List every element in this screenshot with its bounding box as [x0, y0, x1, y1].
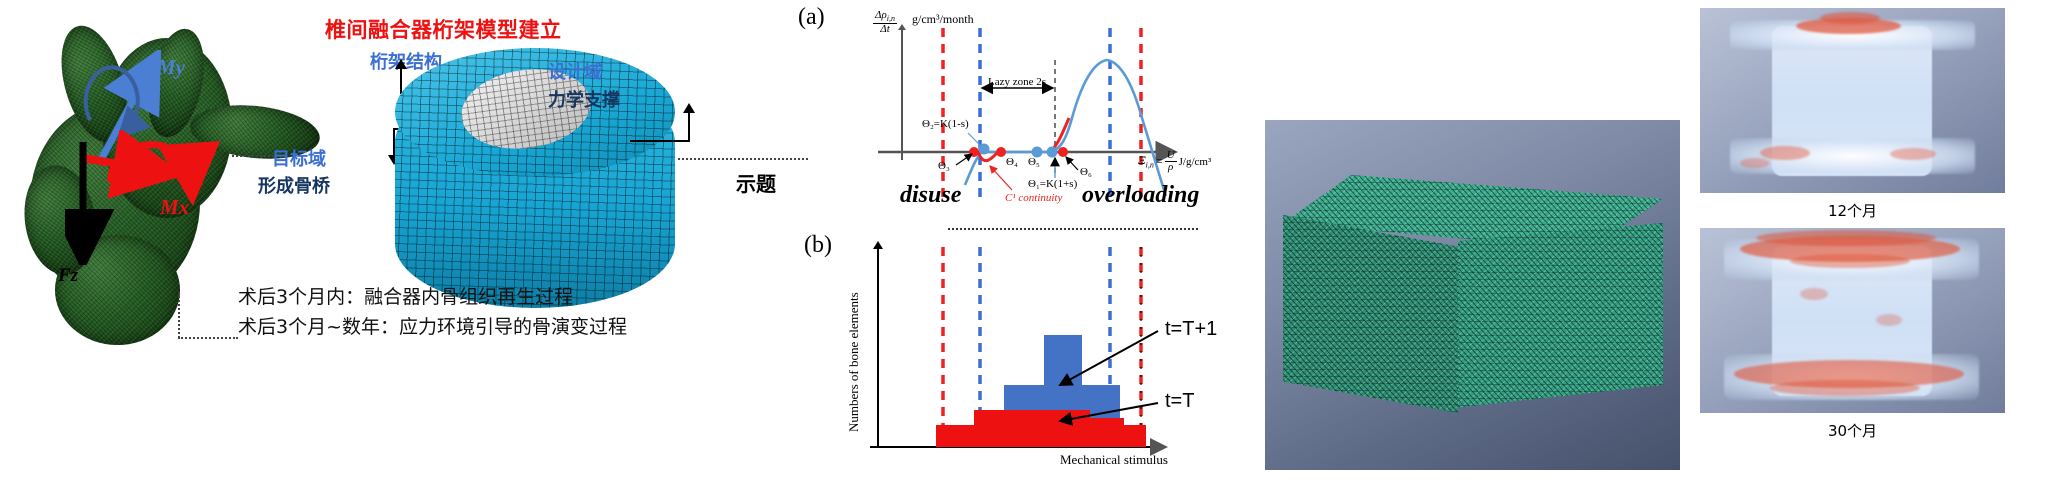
annotation-theta2: Θ₂=K(1-s) [922, 118, 969, 130]
annotation-t-T-plus-1: t=T+1 [1165, 318, 1218, 340]
density-30-months-caption: 30个月 [1827, 422, 1878, 440]
cube-mesh [1283, 175, 1663, 460]
xlabel-units: J/g/cm³ [1178, 155, 1212, 168]
dotted-link-right [678, 158, 808, 160]
note-line-2: 术后3个月~数年：应力环境引导的骨演变过程 [238, 316, 628, 338]
annotation-overloading: overloading [1082, 182, 1200, 208]
moment-mx-arrow [82, 130, 221, 206]
point-label-theta6: Θ₆ [1080, 166, 1092, 178]
connector-design-line [630, 140, 690, 142]
panel-letter-a: (a) [798, 4, 825, 30]
interbody-cage-model [395, 48, 695, 358]
annotation-lazy-zone: Lazy zone 2s [988, 76, 1047, 88]
point-label-theta4: Θ₄ [1006, 156, 1018, 168]
dotted-link-vert [178, 292, 180, 338]
chart-separator [948, 228, 1198, 230]
ylabel-num: Δρ [875, 9, 887, 21]
connector-truss-arrow [395, 59, 407, 94]
annotation-disuse: disuse [900, 182, 962, 208]
force-fz-label: Fz [58, 265, 79, 286]
density-30-months [1700, 228, 2005, 413]
moment-mx-label: Mx [160, 195, 190, 219]
xlabel-main: Ξ [1138, 153, 1146, 168]
xlabel-expr-num: U [1164, 149, 1177, 162]
annotation-theta1: Θ₁=K(1+s) [1028, 178, 1078, 190]
label-bone-bridge: 形成骨桥 [258, 176, 330, 197]
xlabel-expr-den: ρ [1168, 161, 1174, 173]
density-12-months-caption: 12个月 [1827, 202, 1878, 220]
label-target-domain: 目标域 [272, 149, 326, 170]
xlabel-sub: i,n [1145, 160, 1154, 170]
annotation-c1-continuity: C¹ continuity [1005, 192, 1063, 204]
figure-title: 椎间融合器桁架模型建立 [325, 18, 562, 42]
ylabel-sub: i,n [886, 14, 895, 24]
chart-a-xlabel: Ξi,n = U ρ J/g/cm³ [1138, 149, 1212, 173]
point-label-theta5: Θ₅ [1028, 156, 1040, 168]
connector-design-arrow [683, 103, 695, 142]
label-design-domain: 设计域 [548, 62, 602, 83]
density-12-months [1700, 8, 2005, 193]
chart-a-yunits: g/cm³/month [912, 12, 974, 26]
panel-letter-b: (b) [804, 232, 832, 258]
connector-target-arrow [388, 128, 400, 165]
label-mech-support: 力学支撑 [548, 90, 620, 111]
moment-my-label: My [157, 55, 185, 79]
dotted-link-left [232, 155, 274, 157]
chart-a-ylabel: Δρi,n Δt [860, 6, 910, 35]
chart-a-svg [878, 24, 1178, 200]
annotation-t-T: t=T [1165, 390, 1195, 412]
dotted-link-bottom [178, 337, 238, 339]
note-line-1: 术后3个月内：融合器内骨组织再生过程 [238, 286, 574, 308]
chart-b-svg [870, 241, 1168, 456]
remodeling-chart-panel: (a) Δρi,n Δt g/cm³/month [760, 0, 1217, 500]
ylabel-den: Δt [880, 23, 890, 36]
vertebra-fe-model: My Mx Fz [10, 10, 370, 370]
point-label-theta3: Θ₃ [938, 160, 950, 172]
label-partial-right: 示题 [736, 172, 776, 196]
bone-microstructure-render [1265, 120, 1680, 470]
chart-b-xlabel: Mechanical stimulus [1060, 452, 1168, 467]
force-fz-arrow [65, 142, 115, 265]
